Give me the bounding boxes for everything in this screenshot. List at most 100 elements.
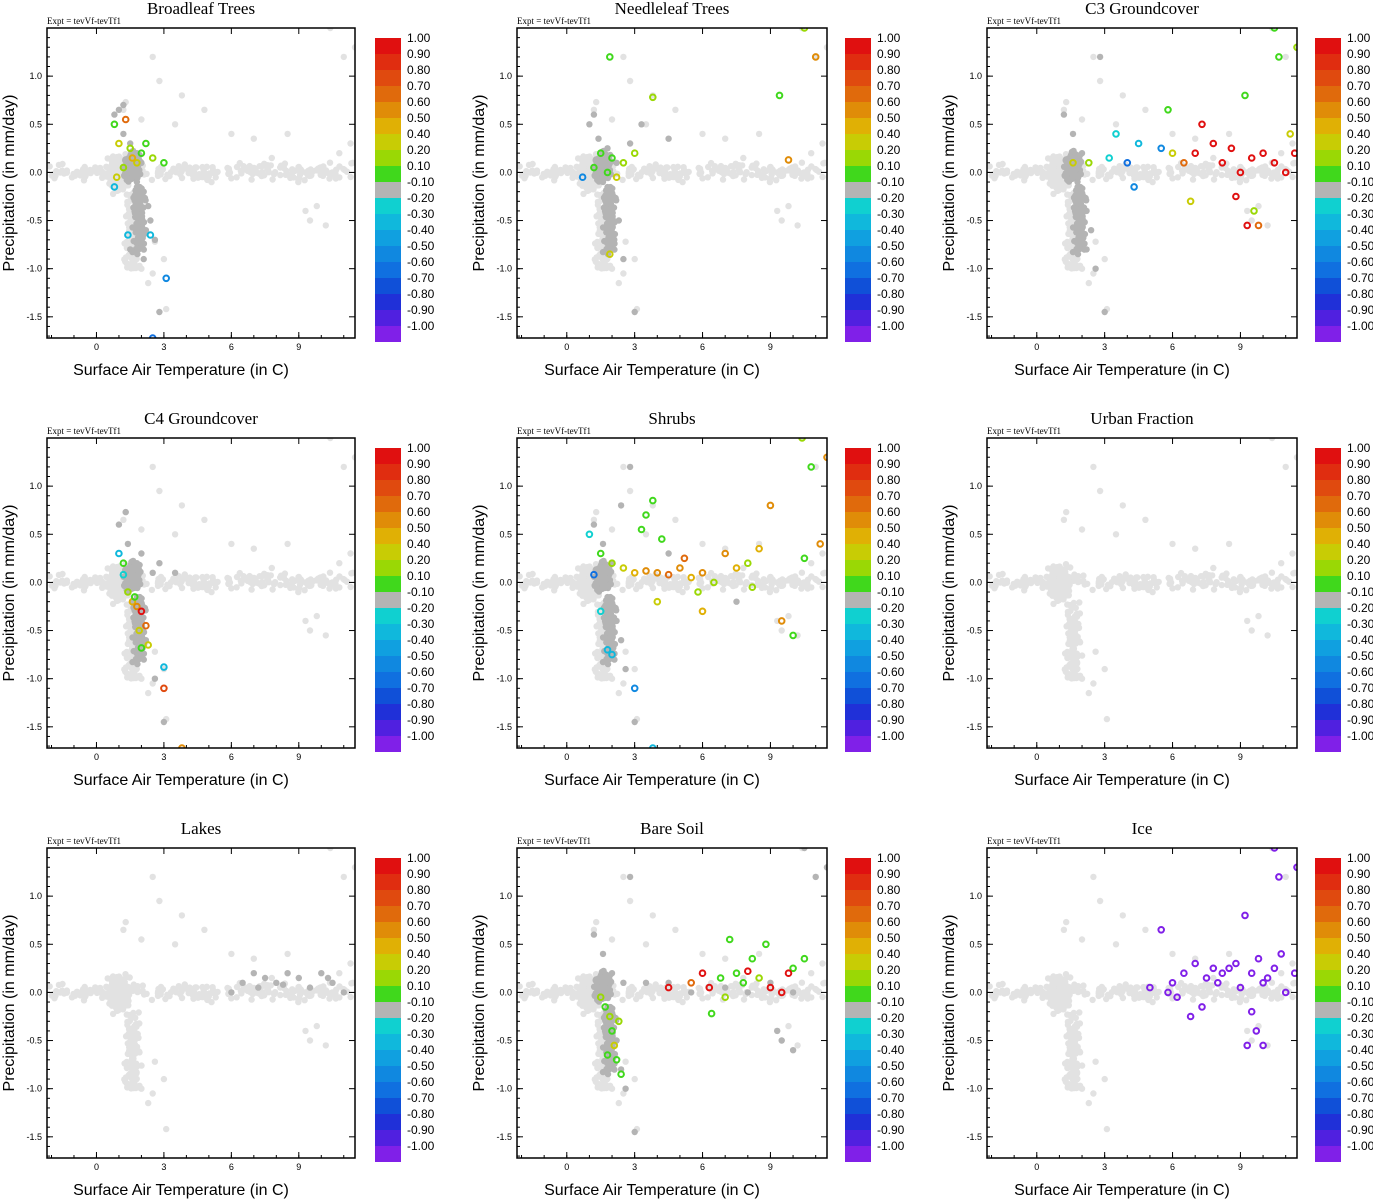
- background-point: [225, 165, 232, 172]
- background-point: [253, 169, 261, 176]
- background-point: [582, 581, 589, 588]
- background-point: [349, 159, 355, 166]
- background-point: [995, 161, 1003, 169]
- y-tick-label: -1.5: [26, 312, 42, 322]
- colored-point: [1164, 106, 1172, 114]
- colorbar: 1.000.900.800.700.600.500.400.200.10-0.1…: [1315, 31, 1373, 342]
- background-point: [237, 167, 245, 175]
- background-point: [789, 171, 796, 178]
- gray-point: [599, 658, 607, 666]
- x-axis-label: Surface Air Temperature (in C): [73, 362, 289, 379]
- colored-point: [590, 163, 598, 172]
- background-point: [1066, 261, 1073, 268]
- colorbar-label: 0.70: [1347, 79, 1371, 93]
- background-point: [779, 576, 786, 583]
- colorbar-swatch: [845, 134, 871, 150]
- background-point: [798, 159, 806, 166]
- background-point: [1090, 53, 1097, 61]
- colored-point: [1105, 154, 1113, 162]
- gray-point: [626, 463, 634, 471]
- background-point: [734, 571, 741, 579]
- background-point: [171, 531, 179, 538]
- background-point: [593, 508, 600, 516]
- gray-point: [638, 121, 645, 128]
- background-point: [685, 168, 692, 176]
- background-point: [236, 159, 243, 167]
- colorbar-swatch: [375, 326, 401, 342]
- colored-point: [784, 156, 793, 164]
- background-point: [268, 154, 275, 162]
- gray-point: [605, 569, 612, 577]
- background-point: [250, 545, 257, 552]
- background-point: [111, 581, 119, 588]
- background-point: [1278, 150, 1285, 157]
- colored-point: [694, 588, 702, 596]
- colorbar-label: -0.90: [877, 303, 905, 317]
- background-point: [306, 582, 313, 590]
- colorbar-label: 0.80: [877, 63, 901, 77]
- background-point: [262, 161, 270, 169]
- colorbar-label: -0.40: [407, 223, 435, 237]
- colorbar-label: 0.20: [877, 553, 901, 567]
- background-point: [696, 165, 704, 172]
- gray-point: [1069, 248, 1077, 256]
- background-point: [349, 569, 355, 576]
- background-point: [590, 106, 598, 114]
- colored-point: [115, 549, 123, 558]
- colored-point: [596, 607, 605, 616]
- colorbar-label: -0.60: [877, 255, 905, 269]
- background-point: [154, 172, 162, 180]
- gray-point: [124, 540, 132, 548]
- background-point: [672, 516, 679, 523]
- data-points: [517, 28, 827, 316]
- colorbar-swatch: [1315, 86, 1341, 102]
- background-point: [1166, 580, 1173, 587]
- y-tick-label: -1.5: [496, 722, 512, 732]
- background-point: [1189, 176, 1197, 183]
- background-point: [753, 160, 760, 167]
- background-point: [1036, 168, 1043, 175]
- gray-point: [111, 111, 118, 118]
- gray-point: [1087, 227, 1095, 234]
- background-point: [1289, 583, 1296, 591]
- colorbar-swatch: [845, 624, 871, 640]
- gray-point: [127, 568, 134, 576]
- colorbar-label: 0.60: [877, 505, 901, 519]
- colorbar-label: -0.70: [407, 271, 435, 285]
- colorbar-swatch: [845, 640, 871, 656]
- colored-point: [1180, 159, 1188, 167]
- colored-point: [1186, 197, 1195, 206]
- background-point: [181, 571, 188, 578]
- background-point: [326, 585, 333, 592]
- colorbar-label: -0.10: [1347, 175, 1373, 189]
- background-point: [126, 620, 133, 627]
- background-point: [808, 174, 815, 181]
- background-point: [248, 176, 255, 183]
- background-point: [81, 163, 88, 171]
- colorbar-swatch: [375, 294, 401, 310]
- background-point: [625, 172, 632, 180]
- background-point: [773, 587, 780, 594]
- colorbar-swatch: [375, 592, 401, 608]
- colored-point: [128, 154, 137, 162]
- background-point: [533, 577, 541, 584]
- colorbar-label: 0.60: [407, 505, 431, 519]
- colorbar-swatch: [375, 166, 401, 182]
- background-point: [760, 166, 767, 173]
- background-point: [95, 578, 103, 585]
- background-point: [670, 583, 677, 591]
- data-points: [987, 28, 1297, 316]
- background-point: [302, 617, 309, 625]
- plot-frame: [46, 27, 356, 339]
- background-point: [769, 576, 776, 583]
- background-point: [1255, 202, 1262, 210]
- colored-point: [160, 159, 168, 167]
- gray-point: [137, 196, 144, 203]
- colorbar-label: 0.70: [877, 489, 901, 503]
- background-point: [1134, 164, 1141, 171]
- x-tick-label: 6: [229, 342, 234, 352]
- background-point: [326, 175, 333, 182]
- background-point: [283, 580, 291, 588]
- background-point: [115, 156, 122, 163]
- background-point: [748, 171, 755, 179]
